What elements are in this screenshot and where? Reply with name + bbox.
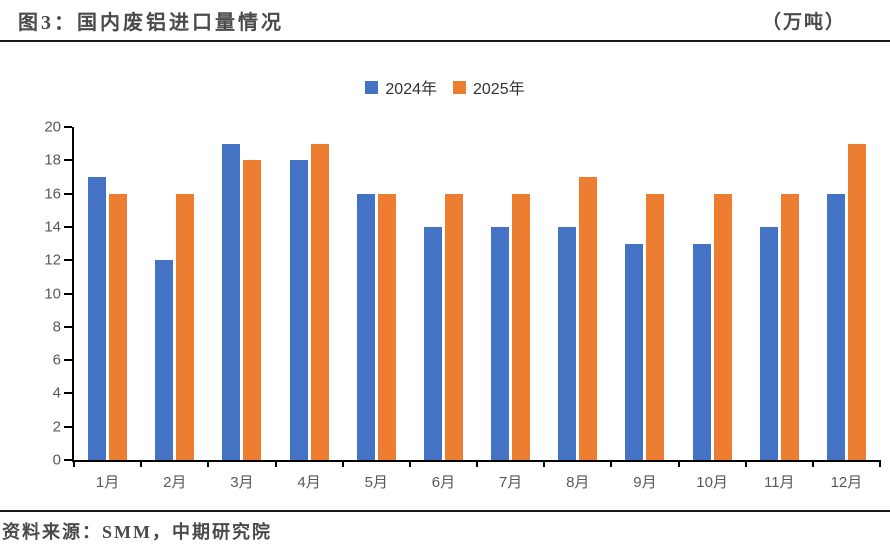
y-axis-tick — [64, 325, 72, 328]
bar-2025年-2月 — [176, 193, 195, 460]
bar-2024年-10月 — [692, 243, 711, 460]
x-axis-label-10月: 10月 — [696, 474, 728, 491]
bar-group-12月 — [813, 127, 880, 460]
bar-group-4月 — [276, 127, 343, 460]
x-axis-tick — [879, 460, 881, 467]
bar-2024年-11月 — [759, 226, 778, 460]
x-axis-label-11月: 11月 — [763, 474, 795, 491]
source-footer: 资料来源：SMM，中期研究院 — [0, 510, 890, 550]
x-axis-tick — [543, 460, 546, 467]
y-axis-label-0: 0 — [52, 451, 61, 469]
source-text: 资料来源：SMM，中期研究院 — [2, 522, 272, 542]
bar-group-1月 — [74, 127, 141, 460]
bar-2024年-6月 — [423, 226, 442, 460]
y-axis-tick — [64, 159, 72, 162]
bar-group-6月 — [410, 127, 477, 460]
bar-group-10月 — [679, 127, 746, 460]
x-axis-tick — [476, 460, 478, 467]
bar-group-5月 — [343, 127, 410, 460]
x-axis-tick — [408, 460, 411, 467]
y-axis-tick — [64, 392, 72, 395]
bar-2025年-9月 — [646, 193, 665, 460]
y-axis-tick — [64, 292, 72, 295]
y-axis-label-2: 2 — [52, 418, 61, 436]
plot-area: 1月 2月 3月 4月 5月 6月 7月 8月 9月 10月 11月 12月 0 2 4 6 8 10 12 14 16… — [44, 119, 881, 491]
y-axis-tick — [64, 126, 72, 128]
x-axis-label-4月: 4月 — [297, 474, 321, 491]
bar-group-9月 — [611, 127, 678, 460]
bar-2025年-5月 — [377, 193, 396, 460]
bar-2025年-10月 — [713, 193, 732, 460]
bar-2024年-1月 — [88, 176, 107, 460]
y-axis-label-16: 16 — [44, 185, 61, 203]
x-axis-tick — [811, 460, 814, 467]
legend-item-2024年: 2024年 — [365, 75, 437, 99]
bar-2024年-4月 — [289, 160, 308, 460]
bar-2025年-12月 — [847, 143, 866, 460]
x-axis-label-3月: 3月 — [230, 474, 254, 491]
chart-title: 图3：国内废铝进口量情况 — [18, 11, 284, 34]
legend-label: 2024年 — [385, 81, 437, 98]
y-axis-tick — [64, 359, 72, 362]
x-axis-label-6月: 6月 — [431, 474, 456, 491]
bar-2025年-4月 — [310, 143, 329, 460]
bar-2024年-3月 — [222, 143, 241, 460]
bar-2025年-11月 — [780, 193, 799, 460]
bar-2024年-7月 — [491, 226, 510, 460]
x-axis-tick — [677, 460, 680, 467]
x-axis-tick — [744, 460, 747, 467]
x-axis-label-5月: 5月 — [364, 474, 388, 491]
bar-group-7月 — [477, 127, 544, 460]
bar-2025年-1月 — [109, 193, 128, 460]
bar-group-11月 — [746, 127, 813, 460]
y-axis-label-10: 10 — [44, 285, 61, 302]
x-axis-label-8月: 8月 — [566, 474, 590, 491]
x-axis-label-9月: 9月 — [633, 474, 657, 491]
y-axis-label-14: 14 — [44, 218, 61, 236]
bar-2025年-7月 — [512, 193, 531, 460]
y-axis-tick — [64, 259, 72, 262]
x-axis-tick — [610, 460, 613, 467]
x-axis-tick — [207, 460, 210, 467]
bar-group-3月 — [208, 127, 275, 460]
x-axis-label-2月: 2月 — [163, 474, 187, 491]
y-axis-tick — [64, 192, 72, 195]
y-axis-label-18: 18 — [44, 151, 61, 169]
y-axis-tick — [64, 459, 72, 461]
y-axis-tick — [64, 225, 72, 228]
legend-swatch-2024年 — [365, 80, 379, 94]
x-axis-label-7月: 7月 — [498, 474, 523, 491]
y-axis-label-6: 6 — [52, 351, 61, 369]
bar-2025年-3月 — [243, 160, 262, 460]
bar-2024年-12月 — [826, 193, 845, 460]
x-axis-label-1月: 1月 — [95, 474, 120, 491]
bar-2024年-8月 — [558, 226, 577, 460]
bar-group-8月 — [544, 127, 611, 460]
y-axis-label-4: 4 — [52, 384, 61, 402]
chart-header: 图3：国内废铝进口量情况 （万吨） — [0, 0, 890, 42]
x-axis-tick — [341, 460, 344, 467]
legend-swatch-2025年 — [453, 80, 466, 94]
bar-2024年-2月 — [155, 260, 174, 460]
y-axis-label-20: 20 — [44, 118, 61, 136]
chart-unit-label: （万吨） — [761, 11, 846, 33]
bar-2024年-9月 — [625, 243, 644, 460]
y-axis-tick — [64, 425, 72, 428]
bar-group-2月 — [141, 127, 208, 460]
x-axis-label-12月: 12月 — [830, 474, 863, 491]
bar-groups — [74, 127, 880, 460]
chart-legend: 2024年 2025年 — [0, 76, 890, 98]
x-axis-tick — [73, 460, 75, 467]
legend-item-2025年: 2025年 — [453, 75, 525, 99]
bar-2025年-6月 — [444, 193, 463, 460]
legend-label: 2025年 — [473, 81, 525, 98]
y-axis-label-8: 8 — [52, 318, 61, 336]
bar-2025年-8月 — [579, 176, 598, 460]
y-axis-label-12: 12 — [44, 251, 61, 269]
x-axis-tick — [274, 460, 277, 467]
x-axis-tick — [140, 460, 143, 467]
bar-2024年-5月 — [356, 193, 375, 460]
